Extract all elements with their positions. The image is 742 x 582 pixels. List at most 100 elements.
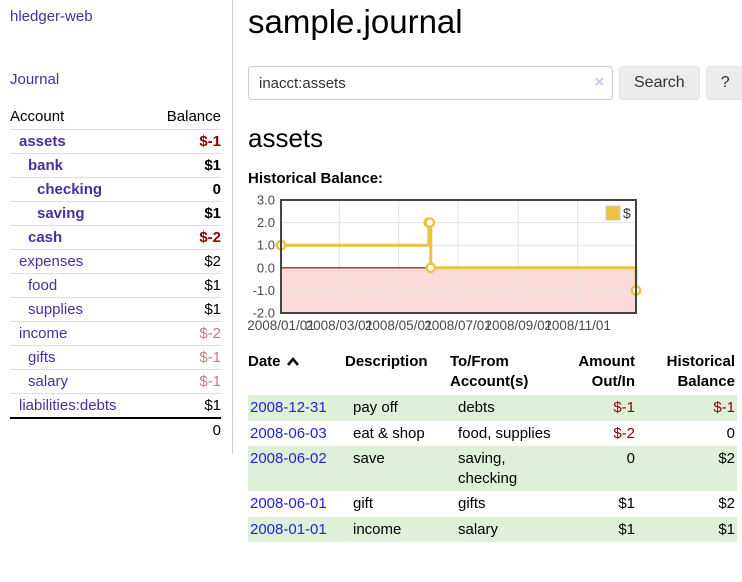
transaction-description: eat & shop (353, 424, 425, 442)
plot-border (280, 199, 637, 315)
legend-swatch (605, 205, 621, 221)
account-row: saving $1 (10, 201, 221, 226)
search-form: × Search ? (248, 66, 742, 101)
transaction-description: gift (353, 495, 374, 513)
transaction-date-cell: 2008-06-01 (248, 491, 345, 517)
account-name-cell: food (10, 273, 150, 298)
x-axis-tick-label: 2008/09/01 (485, 318, 553, 333)
register-table: Date Description To/From Account(s) Amou… (248, 350, 737, 543)
transaction-accounts-line: salary (458, 520, 499, 538)
y-axis-tick-label: -2.0 (253, 306, 275, 321)
account-link[interactable]: saving (37, 205, 85, 222)
account-link[interactable]: salary (28, 373, 69, 390)
x-axis-tick-label: 2008/07/01 (424, 318, 492, 333)
account-name-cell: checking (10, 177, 150, 202)
account-row: cash $-2 (10, 225, 221, 250)
data-point-marker (424, 217, 436, 229)
amount-column-header: Amount Out/In (578, 353, 635, 390)
main-content: sample.journal × Search ? assets Histori… (248, 0, 742, 543)
app-title-link[interactable]: hledger-web (10, 8, 93, 25)
account-balance: $1 (149, 297, 221, 322)
search-input[interactable] (248, 66, 613, 101)
help-button[interactable]: ? (705, 66, 742, 101)
account-row: supplies $1 (10, 297, 221, 322)
account-heading: assets (248, 123, 324, 154)
clear-search-icon[interactable]: × (594, 74, 604, 92)
account-link[interactable]: cash (28, 229, 63, 246)
account-balance: $1 (149, 393, 221, 418)
account-balance: $-1 (149, 369, 221, 394)
account-balance: $-1 (149, 129, 221, 154)
balance-column-header: Historical Balance (666, 353, 735, 390)
x-axis-tick-label: 2008/05/01 (365, 318, 433, 333)
chart-title: Historical Balance: (248, 170, 384, 188)
total-spacer-cell (10, 417, 150, 442)
register-header-row: Date Description To/From Account(s) Amou… (248, 350, 737, 395)
account-name-cell: income (10, 321, 150, 346)
transaction-amount: $1 (618, 520, 635, 538)
account-row: expenses $2 (10, 249, 221, 274)
account-name-cell: liabilities:debts (10, 393, 150, 418)
transaction-accounts: gifts (450, 491, 563, 517)
account-name-cell: salary (10, 369, 150, 394)
transaction-description: save (353, 450, 385, 468)
account-row: assets $-1 (10, 129, 221, 154)
y-axis-tick-label: -1.0 (253, 283, 275, 298)
transaction-row: 2008-01-01 income salary $1 $1 (248, 516, 737, 543)
transaction-date-link[interactable]: 2008-06-02 (250, 450, 327, 468)
account-name-cell: saving (10, 201, 150, 226)
accounts-total-row: 0 (10, 417, 221, 442)
sidebar-item-journal[interactable]: Journal (10, 71, 60, 88)
account-name-cell: supplies (10, 297, 150, 322)
account-column-header: Account (10, 108, 65, 125)
account-link[interactable]: assets (19, 133, 66, 150)
account-link[interactable]: liabilities:debts (19, 397, 117, 414)
transaction-row: 2008-12-31 pay off debts $-1 $-1 (248, 395, 737, 421)
transaction-date-cell: 2008-12-31 (248, 395, 345, 421)
search-box: × (248, 66, 613, 101)
legend-label: $ (623, 205, 631, 221)
transaction-date-cell: 2008-01-01 (248, 517, 345, 543)
transaction-date-cell: 2008-06-02 (248, 446, 345, 491)
transaction-date-link[interactable]: 2008-06-03 (250, 424, 327, 442)
transaction-date-link[interactable]: 2008-12-31 (250, 399, 327, 417)
balance-column-header: Balance (166, 108, 221, 125)
account-link[interactable]: checking (37, 181, 103, 198)
x-axis-tick-label: 2008/11/01 (544, 318, 611, 333)
total-balance: 0 (149, 417, 221, 442)
transaction-accounts: debts (450, 395, 563, 421)
account-name-cell: gifts (10, 345, 150, 370)
sidebar: hledger-web Journal Account Balance asse… (0, 0, 233, 454)
account-name-cell: bank (10, 153, 150, 178)
sort-caret-up-icon (286, 357, 299, 367)
account-link[interactable]: supplies (28, 301, 84, 318)
transaction-accounts: salary (450, 517, 563, 543)
account-row: liabilities:debts $1 (10, 393, 221, 418)
transaction-amount: $-2 (613, 424, 635, 442)
account-name-cell: assets (10, 129, 150, 154)
transaction-accounts: saving, checking (450, 446, 563, 491)
transaction-row: 2008-06-01 gift gifts $1 $2 (248, 491, 737, 517)
account-name-cell: cash (10, 225, 150, 250)
transaction-amount: $1 (618, 495, 635, 513)
account-link[interactable]: income (19, 325, 68, 342)
description-column-header: Description (345, 353, 428, 371)
date-column-header[interactable]: Date (248, 350, 345, 395)
account-row: checking 0 (10, 177, 221, 202)
account-link[interactable]: bank (28, 157, 64, 174)
transaction-accounts-line: gifts (458, 495, 486, 513)
transaction-balance: $-1 (713, 399, 735, 417)
account-link[interactable]: gifts (28, 349, 56, 366)
transaction-date-link[interactable]: 2008-01-01 (250, 520, 327, 538)
search-button[interactable]: Search (619, 66, 700, 101)
transaction-row: 2008-06-02 save saving, checking 0 $2 (248, 446, 737, 492)
account-link[interactable]: food (28, 277, 58, 294)
transaction-accounts-line: debts (458, 399, 495, 417)
transaction-accounts-line: food, supplies (458, 424, 551, 442)
account-balance: $-2 (149, 225, 221, 250)
transaction-date-link[interactable]: 2008-06-01 (250, 495, 327, 513)
y-axis-tick-label: 0.0 (257, 261, 275, 276)
transaction-description: pay off (353, 399, 398, 417)
account-balance: $1 (149, 201, 221, 226)
account-link[interactable]: expenses (19, 253, 84, 270)
